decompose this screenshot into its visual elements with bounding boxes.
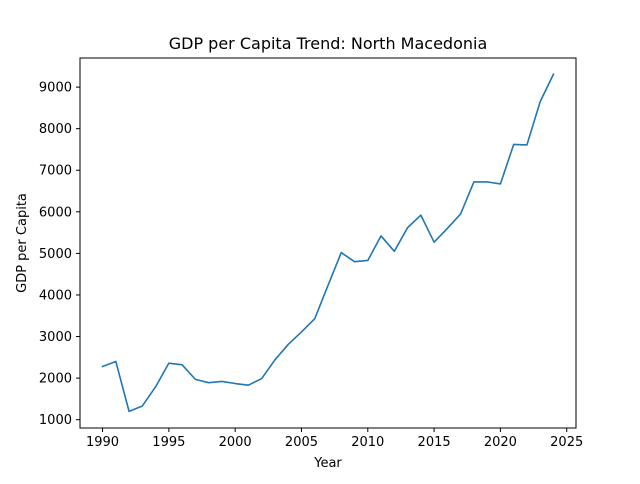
data-point bbox=[155, 386, 157, 388]
data-point bbox=[221, 380, 223, 382]
y-tick-label: 8000 bbox=[39, 122, 72, 137]
y-tick-label: 9000 bbox=[39, 81, 72, 96]
data-point bbox=[380, 235, 382, 237]
data-point bbox=[393, 250, 395, 252]
data-point bbox=[102, 365, 104, 367]
y-tick-label: 7000 bbox=[39, 164, 72, 179]
data-point bbox=[181, 364, 183, 366]
x-tick-label: 2020 bbox=[484, 435, 517, 450]
plot-area bbox=[101, 73, 555, 413]
y-tick-label: 2000 bbox=[39, 372, 72, 387]
x-axis-label: Year bbox=[313, 456, 342, 471]
data-point bbox=[194, 378, 196, 380]
y-tick-label: 1000 bbox=[39, 413, 72, 428]
x-tick-label: 2005 bbox=[285, 435, 318, 450]
y-tick-label: 5000 bbox=[39, 247, 72, 262]
data-point bbox=[552, 73, 554, 75]
data-point bbox=[261, 378, 263, 380]
x-tick-label: 2025 bbox=[550, 435, 583, 450]
x-tick-label: 2015 bbox=[418, 435, 451, 450]
axes-frame bbox=[79, 57, 577, 429]
y-tick-label: 4000 bbox=[39, 288, 72, 303]
data-point bbox=[513, 143, 515, 145]
data-point bbox=[433, 241, 435, 243]
y-tick-label: 3000 bbox=[39, 330, 72, 345]
x-tick-label: 1990 bbox=[86, 435, 119, 450]
data-point bbox=[526, 144, 528, 146]
data-point bbox=[274, 359, 276, 361]
x-tick-label: 2010 bbox=[351, 435, 384, 450]
x-tick-label: 1995 bbox=[152, 435, 185, 450]
data-point bbox=[300, 331, 302, 333]
y-axis-label: GDP per Capita bbox=[15, 193, 30, 293]
data-point bbox=[314, 318, 316, 320]
data-point bbox=[327, 284, 329, 286]
data-point bbox=[115, 360, 117, 362]
data-point bbox=[234, 383, 236, 385]
data-point bbox=[287, 343, 289, 345]
data-point bbox=[141, 405, 143, 407]
data-point bbox=[247, 384, 249, 386]
data-point bbox=[208, 382, 210, 384]
data-point bbox=[407, 227, 409, 229]
data-point bbox=[168, 362, 170, 364]
data-point bbox=[486, 181, 488, 183]
data-point bbox=[367, 259, 369, 261]
data-point bbox=[473, 181, 475, 183]
data-point bbox=[460, 213, 462, 215]
chart-title: GDP per Capita Trend: North Macedonia bbox=[169, 34, 488, 53]
data-point bbox=[539, 101, 541, 103]
data-point bbox=[420, 214, 422, 216]
data-point bbox=[340, 252, 342, 254]
data-point bbox=[499, 183, 501, 185]
x-tick-label: 2000 bbox=[219, 435, 252, 450]
data-point bbox=[128, 410, 130, 412]
series-line-north-macedonia bbox=[101, 73, 555, 413]
data-point bbox=[446, 227, 448, 229]
data-point bbox=[354, 261, 356, 263]
y-tick-label: 6000 bbox=[39, 205, 72, 220]
